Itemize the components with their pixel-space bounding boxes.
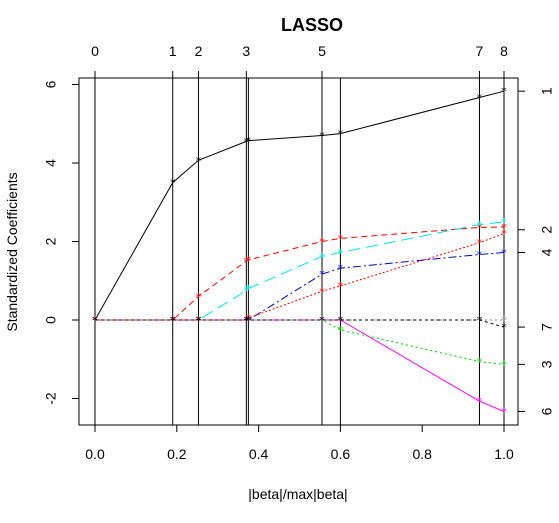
- path-point-marker: *: [477, 91, 483, 104]
- path-point-marker: *: [501, 358, 507, 371]
- path-point-marker: *: [338, 246, 344, 259]
- path-point-marker: *: [246, 135, 252, 148]
- right-tick-label: 3: [539, 360, 555, 368]
- right-tick-label: 2: [539, 226, 555, 234]
- path-point-marker: *: [338, 314, 344, 327]
- path-point-marker: *: [244, 285, 250, 298]
- y-tick-label: 4: [43, 159, 59, 167]
- right-tick-label: 6: [539, 407, 555, 415]
- top-tick-label: 8: [500, 43, 508, 59]
- path-point-marker: *: [477, 314, 483, 327]
- coefficient-path: [95, 319, 505, 328]
- path-point-marker: *: [338, 128, 344, 141]
- path-point-marker: *: [338, 324, 344, 337]
- path-point-marker: *: [244, 314, 250, 327]
- coefficient-path: [95, 221, 505, 321]
- x-tick-label: 0.6: [331, 446, 351, 462]
- x-tick-label: 0.2: [167, 446, 187, 462]
- x-tick-label: 1.0: [494, 446, 514, 462]
- path-point-marker: *: [501, 314, 507, 327]
- y-tick-label: 6: [43, 80, 59, 88]
- path-point-marker: *: [246, 283, 252, 296]
- path-point-marker: *: [338, 232, 344, 245]
- y-tick-label: 2: [43, 237, 59, 245]
- top-tick-label: 2: [195, 43, 203, 59]
- path-point-marker: *: [246, 254, 252, 267]
- path-point-marker: *: [477, 248, 483, 261]
- coefficient-path: [95, 319, 505, 412]
- y-tick-label: -2: [43, 392, 59, 405]
- y-axis-label: Standardized Coefficients: [4, 172, 20, 331]
- path-point-marker: *: [244, 135, 250, 148]
- path-point-marker: *: [319, 250, 325, 263]
- path-point-marker: *: [501, 228, 507, 241]
- path-point-marker: *: [170, 177, 176, 190]
- path-point-marker: *: [246, 314, 252, 327]
- right-tick-label: 1: [539, 87, 555, 95]
- top-tick-label: 3: [242, 43, 250, 59]
- path-point-marker: *: [319, 268, 325, 281]
- path-point-marker: *: [246, 312, 252, 325]
- path-point-marker: *: [196, 290, 202, 303]
- path-point-marker: *: [196, 154, 202, 167]
- coefficient-path: [95, 252, 505, 321]
- x-tick-label: 0.0: [85, 446, 105, 462]
- x-tick-label: 0.8: [412, 446, 432, 462]
- top-tick-label: 5: [318, 43, 326, 59]
- path-point-marker: *: [338, 314, 344, 327]
- top-tick-label: 7: [476, 43, 484, 59]
- path-point-marker: *: [170, 314, 176, 327]
- coefficient-path: [95, 319, 505, 365]
- path-point-marker: *: [477, 219, 483, 232]
- path-point-marker: *: [246, 314, 252, 327]
- path-point-marker: *: [92, 314, 98, 327]
- coefficient-path: [95, 233, 505, 321]
- path-point-marker: *: [338, 280, 344, 293]
- path-point-marker: *: [477, 221, 483, 234]
- path-point-marker: *: [170, 314, 176, 327]
- y-tick-label: 0: [43, 316, 59, 324]
- path-point-marker: *: [244, 255, 250, 268]
- path-point-marker: *: [501, 321, 507, 334]
- right-tick-label: 4: [539, 248, 555, 256]
- path-point-marker: *: [501, 216, 507, 229]
- path-point-marker: *: [477, 395, 483, 408]
- top-tick-label: 0: [91, 43, 99, 59]
- path-point-marker: *: [196, 314, 202, 327]
- x-axis-label: |beta|/max|beta|: [248, 486, 347, 502]
- path-point-marker: *: [246, 314, 252, 327]
- path-point-marker: *: [477, 237, 483, 250]
- path-point-marker: *: [501, 221, 507, 234]
- path-point-marker: *: [319, 130, 325, 143]
- x-tick-label: 0.4: [249, 446, 269, 462]
- path-point-marker: *: [501, 405, 507, 418]
- chart-title: LASSO: [281, 15, 343, 35]
- coefficient-path: [94, 90, 505, 321]
- top-tick-label: 1: [169, 43, 177, 59]
- right-tick-label: 7: [539, 323, 555, 331]
- path-point-marker: *: [319, 285, 325, 298]
- path-point-marker: *: [338, 262, 344, 275]
- path-point-marker: *: [477, 356, 483, 369]
- path-point-marker: *: [501, 85, 507, 98]
- path-point-marker: *: [319, 314, 325, 327]
- path-point-marker: *: [319, 314, 325, 327]
- coefficient-path: [95, 226, 505, 321]
- path-point-marker: *: [319, 314, 325, 327]
- path-point-marker: *: [319, 236, 325, 249]
- path-point-marker: *: [501, 246, 507, 259]
